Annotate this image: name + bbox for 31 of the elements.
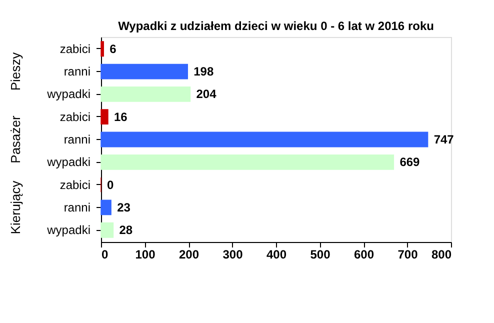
data-label: 28 bbox=[119, 223, 133, 238]
y-tick-label: ranni bbox=[64, 132, 90, 146]
data-label: 0 bbox=[107, 178, 114, 192]
chart-title: Wypadki z udziałem dzieci w wieku 0 - 6 lat w 2016 roku bbox=[118, 19, 434, 33]
y-tick-label: wypadki bbox=[46, 223, 90, 238]
data-label: 669 bbox=[400, 155, 420, 170]
y-tick-label: wypadki bbox=[46, 155, 90, 170]
y-tick-label: ranni bbox=[64, 200, 90, 214]
data-label: 6 bbox=[110, 42, 117, 56]
x-tick-label: 600 bbox=[354, 248, 374, 262]
x-tick-label: 200 bbox=[178, 248, 200, 262]
text: Pasażer bbox=[8, 114, 23, 164]
data-label: 747 bbox=[434, 132, 454, 146]
text: Pieszy bbox=[8, 52, 23, 91]
data-label: 198 bbox=[194, 64, 214, 79]
data-label: 204 bbox=[196, 87, 217, 102]
data-label: 16 bbox=[114, 110, 128, 124]
x-tick-label: 100 bbox=[135, 248, 156, 262]
y-tick-label: zabici bbox=[60, 110, 90, 124]
y-tick-label: ranni bbox=[64, 64, 90, 79]
text: Kierujący bbox=[8, 180, 23, 234]
data-label: 23 bbox=[117, 200, 131, 214]
y-tick-label: zabici bbox=[60, 42, 90, 56]
y-tick-label: wypadki bbox=[46, 87, 90, 102]
x-tick-label: 800 bbox=[431, 248, 452, 262]
y-tick-label: zabici bbox=[60, 178, 90, 192]
x-tick-label: 300 bbox=[222, 248, 244, 262]
x-tick-label: 500 bbox=[310, 248, 331, 262]
x-tick-label: 400 bbox=[266, 248, 287, 262]
x-tick-label: 700 bbox=[398, 248, 418, 262]
x-tick-label: 0 bbox=[102, 248, 108, 262]
